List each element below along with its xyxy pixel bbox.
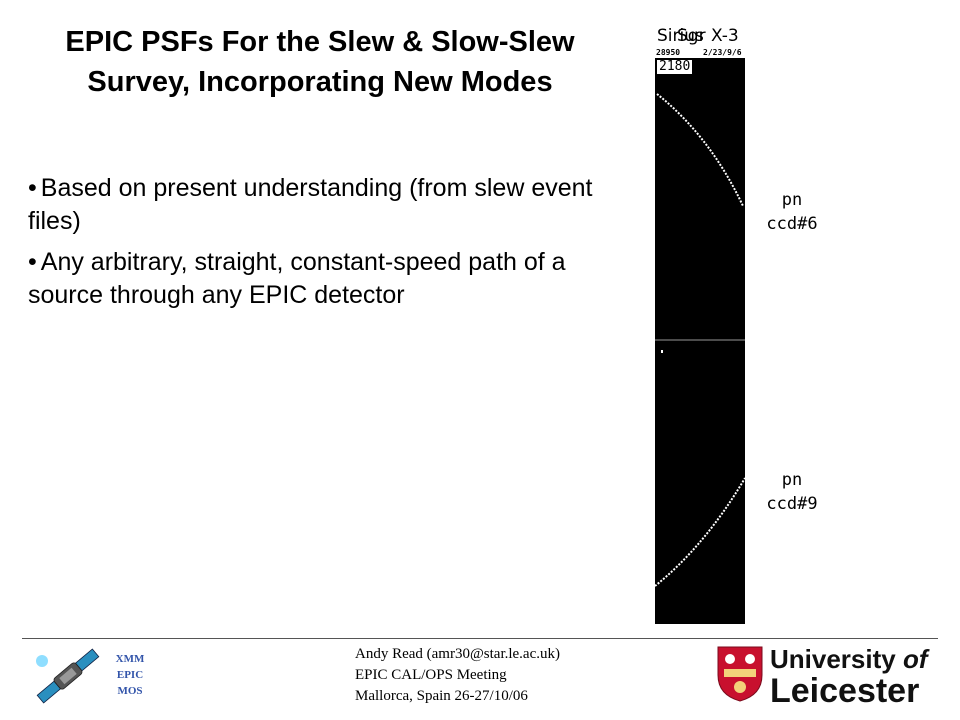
label-sirius: Sirius: [657, 26, 704, 46]
footer-divider: [22, 638, 938, 639]
logo-line-mos: MOS: [117, 685, 143, 697]
title-line-2: Survey, Incorporating New Modes: [87, 66, 553, 98]
university-shield-icon: [717, 646, 763, 702]
upper-slew-track: [656, 93, 744, 207]
count-readout: 2180: [657, 59, 693, 74]
ccd-label-upper-line1: pn: [781, 190, 803, 210]
bullet-dot-icon: •: [28, 174, 37, 202]
wordmark-university: University: [770, 644, 896, 674]
strip-header: [655, 44, 747, 58]
slew-image-strip: [655, 56, 745, 624]
bullet-dot-icon: •: [28, 248, 37, 276]
ccd-label-lower: pn ccd#9: [742, 468, 842, 516]
bullet-list: • Based on present understanding (from sl…: [28, 172, 608, 320]
bullet-item: • Based on present understanding (from sl…: [28, 172, 608, 238]
slew-track-image: [655, 56, 745, 624]
bullet-item: • Any arbitrary, straight, constant-speed…: [28, 246, 608, 312]
xmm-satellite-icon: [36, 648, 100, 704]
logo-line-epic: EPIC: [116, 669, 144, 681]
title-line-1: EPIC PSFs For the Slew & Slow-Slew: [65, 26, 575, 58]
logo-line-xmm: XMM: [115, 653, 145, 665]
footer-author: Andy Read (amr30@star.le.ac.uk): [355, 646, 560, 662]
strip-header-right: 2/23/9/6: [703, 48, 742, 57]
bullet-text: Based on present understanding (from sle…: [28, 174, 593, 235]
label-sgr-x3: Sgr X-3: [677, 26, 739, 46]
footer-meeting: EPIC CAL/OPS Meeting: [355, 667, 507, 683]
ccd-label-upper-line2: ccd#6: [766, 214, 818, 234]
lower-slew-track: [655, 477, 745, 587]
footer-credits: Andy Read (amr30@star.le.ac.uk) EPIC CAL…: [355, 644, 560, 707]
wordmark-of: of: [902, 644, 928, 674]
university-wordmark: University of Leicester: [770, 645, 928, 709]
footer-location: Mallorca, Spain 26-27/10/06: [355, 688, 528, 704]
ccd-label-upper: pn ccd#6: [742, 188, 842, 236]
bullet-text: Any arbitrary, straight, constant-speed …: [28, 248, 566, 309]
ccd-label-lower-line1: pn: [781, 470, 803, 490]
ccd-label-lower-line2: ccd#9: [766, 494, 818, 514]
source-dot: [661, 350, 663, 353]
wordmark-line-1: University of: [770, 645, 928, 673]
xmm-epic-mos-logo: XMM EPIC MOS: [108, 651, 152, 699]
wordmark-leicester: Leicester: [770, 672, 920, 710]
slide-title: EPIC PSFs For the Slew & Slow-Slew Surve…: [10, 22, 630, 102]
strip-header-left: 28950: [656, 48, 681, 57]
